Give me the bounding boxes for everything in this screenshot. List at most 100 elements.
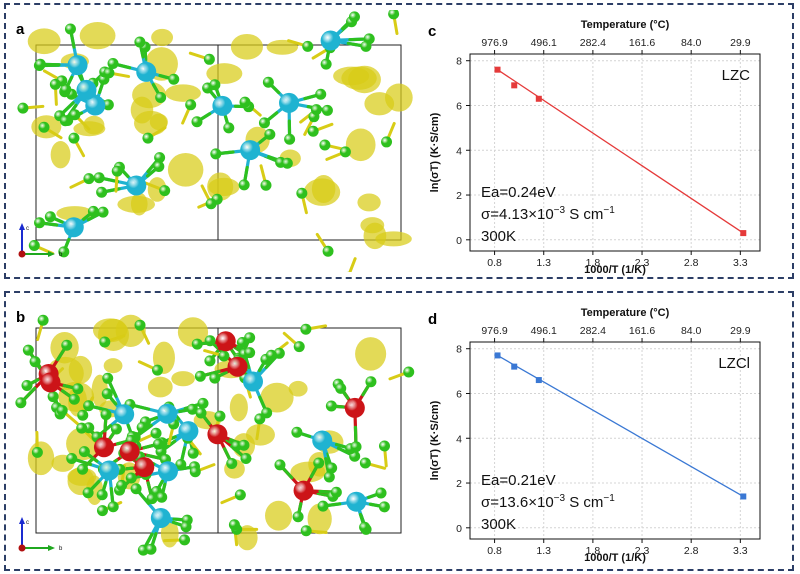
atom-cyan <box>279 92 300 113</box>
atom-cyan <box>67 55 88 76</box>
atom-red <box>215 331 236 352</box>
atom-red <box>293 480 314 501</box>
panel-border-top <box>4 3 794 279</box>
atom-green <box>159 185 171 197</box>
triad-c-arrow <box>19 517 25 524</box>
atom-green <box>100 409 112 421</box>
atom-cyan <box>312 430 333 451</box>
x-tick-label: 1.3 <box>536 257 551 269</box>
atom-green <box>335 382 347 394</box>
triad-b-arrow <box>48 251 55 257</box>
atom-green <box>61 339 73 351</box>
atom-green <box>365 376 377 388</box>
top-tick-label: 29.9 <box>730 37 751 49</box>
atom-green <box>69 109 81 121</box>
isosurface-blob <box>307 503 332 535</box>
atom-green <box>83 400 95 412</box>
plot-frame <box>469 341 761 540</box>
y-axis-title: ln(σT) (K·S/cm) <box>429 112 441 192</box>
atom-cyan <box>114 404 135 425</box>
top-tick-label: 29.9 <box>730 325 751 337</box>
atom-green <box>307 125 319 137</box>
atom-green <box>223 122 235 134</box>
isosurface-blob <box>206 63 243 84</box>
atom-green <box>31 446 43 458</box>
panel-border-bottom <box>4 291 794 571</box>
atom-green <box>66 453 78 465</box>
atom-green <box>76 422 88 434</box>
atom-green <box>205 198 217 210</box>
data-point <box>740 493 747 500</box>
atom-green <box>189 466 201 478</box>
atom-green <box>82 487 94 499</box>
data-point <box>511 82 518 89</box>
isosurface-blob <box>177 317 209 347</box>
isosurface-blob <box>147 376 173 398</box>
atom-green <box>262 76 274 88</box>
x-axis-title: 1000/T (1/K) <box>584 552 646 564</box>
atom-green <box>281 157 293 169</box>
y-tick-label: 8 <box>456 344 462 356</box>
atom-green <box>145 543 157 555</box>
atom-cyan <box>157 403 178 424</box>
atom-green <box>60 83 72 95</box>
x-tick-label: 3.3 <box>733 545 748 557</box>
atom-green <box>28 240 40 252</box>
atom-green <box>210 148 222 160</box>
atom-green <box>195 407 207 419</box>
atom-green <box>77 463 89 475</box>
atom-cyan <box>126 175 147 196</box>
top-tick-label: 496.1 <box>531 37 557 49</box>
conductivity-value: σ=13.6×10−3 S cm−1 <box>481 493 615 511</box>
atom-green <box>254 413 266 425</box>
isosurface-blob <box>167 153 204 187</box>
isosurface-blob <box>165 84 201 102</box>
triad-c-label: c <box>26 520 29 526</box>
y-tick-label: 2 <box>456 190 462 202</box>
atom-green <box>381 136 393 148</box>
atom-green <box>326 462 338 474</box>
atom-green <box>291 426 303 438</box>
atom-green <box>378 440 390 452</box>
top-tick-label: 976.9 <box>481 37 507 49</box>
atom-green <box>191 338 203 350</box>
atom-cyan <box>85 95 106 116</box>
panel-letter-d: d <box>428 311 437 328</box>
isosurface-blob <box>360 217 385 234</box>
isosurface-blob <box>288 380 308 397</box>
atom-green <box>339 146 351 158</box>
isosurface-blob <box>27 441 55 476</box>
x-tick-label: 0.8 <box>487 257 502 269</box>
atom-green <box>107 501 119 513</box>
atom-green <box>325 400 337 412</box>
atom-cyan <box>157 461 178 482</box>
atom-green <box>226 457 238 469</box>
top-tick-label: 282.4 <box>580 325 606 337</box>
atom-green <box>378 501 390 513</box>
chart-grid <box>470 342 760 539</box>
atom-green <box>302 40 314 52</box>
atom-cyan <box>346 491 367 512</box>
atom-green <box>111 165 123 177</box>
atom-green <box>315 88 327 100</box>
atom-green <box>310 104 322 116</box>
atom-green <box>102 99 114 111</box>
atom-cyan <box>212 95 233 116</box>
x-tick-label: 0.8 <box>487 545 502 557</box>
atom-green <box>15 397 27 409</box>
atom-green <box>234 489 246 501</box>
y-tick-label: 2 <box>456 478 462 490</box>
atom-green <box>93 172 105 184</box>
atom-red <box>93 437 114 458</box>
top-tick-label: 282.4 <box>580 37 606 49</box>
x-tick-label: 2.3 <box>635 257 650 269</box>
atom-green <box>77 409 89 421</box>
crystal-structure-a: a c b <box>16 10 413 272</box>
atom-green <box>375 487 387 499</box>
top-tick-label: 161.6 <box>629 37 655 49</box>
atom-green <box>321 104 333 116</box>
triad-c-label: c <box>26 226 29 232</box>
atom-green <box>323 471 335 483</box>
data-point <box>511 363 518 370</box>
atom-red <box>40 372 61 393</box>
